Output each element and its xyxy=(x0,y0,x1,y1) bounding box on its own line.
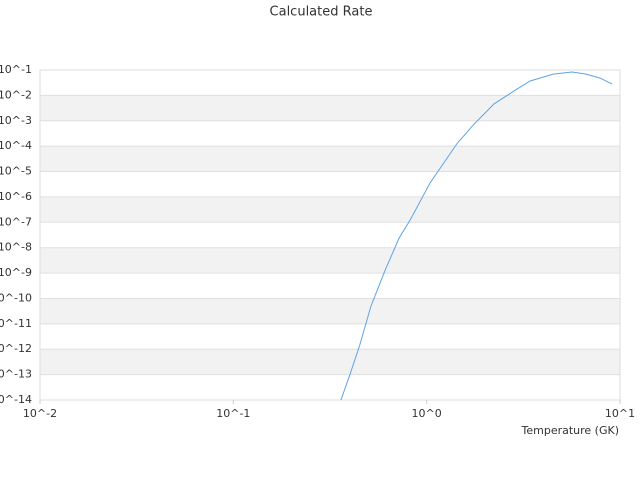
y-tick-label: 10^-8 xyxy=(0,241,32,254)
y-tick-label: 10^-13 xyxy=(0,368,32,381)
x-tick-label: 10^-2 xyxy=(23,407,57,420)
x-tick-label: 10^0 xyxy=(412,407,442,420)
background-stripe xyxy=(40,95,620,121)
y-tick-label: 10^-12 xyxy=(0,342,32,355)
background-stripe xyxy=(40,247,620,274)
y-tick-label: 10^-1 xyxy=(0,63,32,76)
y-tick-label: 10^-11 xyxy=(0,317,32,330)
background-stripe xyxy=(40,196,620,223)
y-tick-label: 10^-6 xyxy=(0,190,32,203)
x-tick-label: 10^-1 xyxy=(216,407,250,420)
y-tick-label: 10^-2 xyxy=(0,88,32,101)
background-stripe xyxy=(40,349,620,375)
chart-title: Calculated Rate xyxy=(270,5,373,20)
y-tick-label: 10^-4 xyxy=(0,139,32,152)
y-tick-label: 10^-5 xyxy=(0,165,32,178)
y-tick-label: 10^-10 xyxy=(0,291,32,304)
data-line xyxy=(340,71,613,400)
background-stripe xyxy=(40,298,620,324)
plot-background xyxy=(40,95,620,375)
y-tick-label: 10^-3 xyxy=(0,114,32,127)
y-tick-label: 10^-9 xyxy=(0,266,32,279)
background-stripe xyxy=(40,146,620,172)
plot-frame xyxy=(39,69,621,401)
y-tick-label: 10^-14 xyxy=(0,393,32,406)
y-tick-label: 10^-7 xyxy=(0,215,32,228)
x-tick-label: 10^1 xyxy=(605,407,635,420)
x-axis-label: Temperature (GK) xyxy=(521,424,620,437)
